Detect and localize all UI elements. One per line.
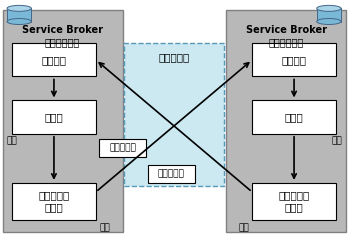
- Bar: [12, 100, 96, 134]
- Bar: [252, 183, 336, 220]
- Bar: [3, 10, 123, 232]
- Bar: [99, 139, 146, 157]
- Text: キュー: キュー: [45, 112, 63, 122]
- Text: 受信: 受信: [6, 136, 17, 145]
- Text: サービス: サービス: [41, 55, 66, 65]
- Ellipse shape: [7, 19, 31, 25]
- Bar: [252, 43, 336, 76]
- Bar: [124, 43, 224, 186]
- Bar: [7, 8, 31, 22]
- Text: メッセージ: メッセージ: [109, 143, 136, 152]
- Bar: [317, 8, 341, 22]
- Text: アプリケー
ション: アプリケー ション: [278, 190, 310, 212]
- Bar: [226, 10, 346, 232]
- Text: サービス: サービス: [282, 55, 307, 65]
- Bar: [148, 165, 195, 183]
- Text: ダイアログ: ダイアログ: [158, 52, 190, 62]
- Text: Service Broker
データベース: Service Broker データベース: [246, 25, 326, 47]
- Text: アプリケー
ション: アプリケー ション: [38, 190, 70, 212]
- Ellipse shape: [317, 19, 341, 25]
- Bar: [252, 100, 336, 134]
- Text: 送信: 送信: [238, 223, 249, 233]
- Text: 受信: 受信: [331, 136, 342, 145]
- Bar: [12, 183, 96, 220]
- Bar: [12, 43, 96, 76]
- Text: 送信: 送信: [99, 223, 110, 233]
- Ellipse shape: [317, 5, 341, 11]
- Text: Service Broker
データベース: Service Broker データベース: [22, 25, 103, 47]
- Text: メッセージ: メッセージ: [158, 169, 185, 178]
- Text: キュー: キュー: [285, 112, 303, 122]
- Ellipse shape: [7, 5, 31, 11]
